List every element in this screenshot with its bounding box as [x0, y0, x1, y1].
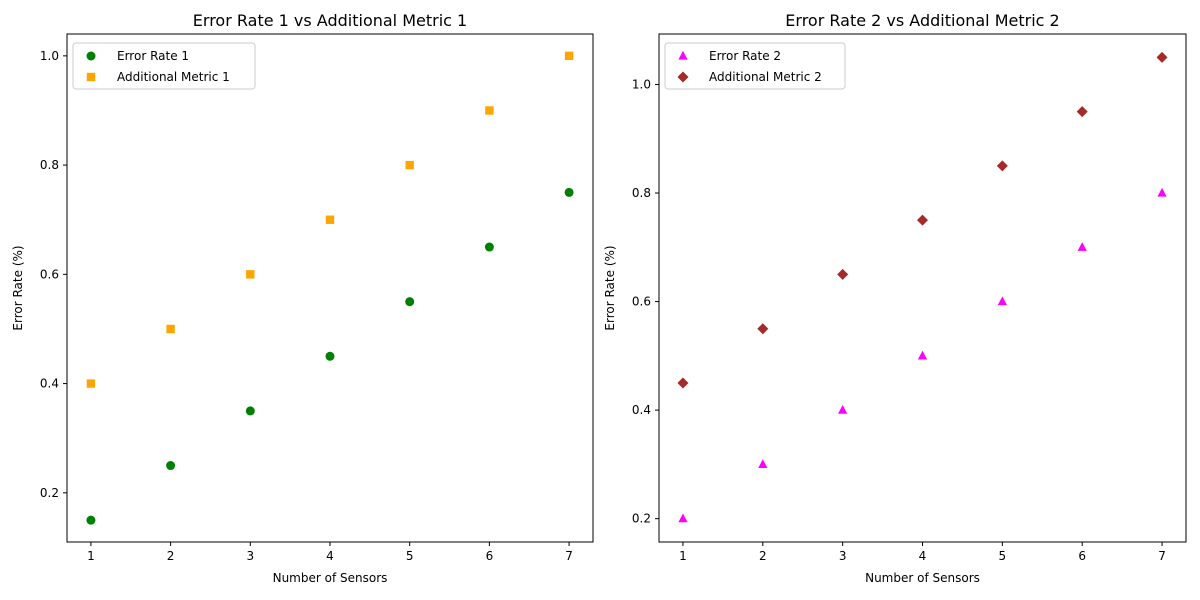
data-point [1076, 106, 1088, 118]
data-point [86, 379, 96, 388]
data-point [1157, 187, 1167, 197]
x-axis-label: Number of Sensors [865, 571, 980, 585]
data-point [678, 513, 688, 523]
data-point [485, 106, 494, 115]
series-2 [86, 51, 574, 388]
series-1 [86, 187, 574, 525]
legend-marker [677, 71, 689, 83]
data-point [86, 515, 96, 525]
legend-label: Additional Metric 2 [709, 70, 822, 84]
data-point [996, 160, 1008, 172]
data-point [484, 242, 494, 252]
data-point [564, 187, 574, 197]
legend-box [72, 42, 256, 90]
x-tick-label: 7 [1158, 549, 1166, 563]
y-axis-label: Error Rate (%) [603, 245, 617, 330]
x-tick-label: 6 [486, 549, 494, 563]
legend-marker [678, 50, 688, 60]
y-tick-label: 0.6 [40, 267, 59, 281]
x-tick-label: 4 [919, 549, 927, 563]
y-tick-label: 0.2 [632, 512, 651, 526]
plot-frame [658, 33, 1187, 543]
chart-panel-1: Error Rate 1 vs Additional Metric 1 1 2 3 4 5… [11, 11, 594, 585]
data-point [166, 461, 176, 471]
data-point [758, 459, 768, 468]
data-point [246, 270, 255, 279]
x-tick-label: 2 [759, 549, 767, 563]
y-tick-label: 0.6 [632, 295, 651, 309]
chart-title: Error Rate 2 vs Additional Metric 2 [785, 11, 1059, 30]
x-tick-label: 5 [406, 549, 414, 563]
data-point [997, 296, 1007, 306]
plot-frame [66, 33, 594, 543]
legend-label: Error Rate 1 [117, 49, 189, 63]
x-axis-label: Number of Sensors [273, 571, 388, 585]
series-1 [678, 187, 1167, 523]
data-point [166, 324, 175, 334]
data-point [325, 215, 335, 224]
y-tick-label: 1.0 [40, 49, 59, 63]
legend-marker [86, 72, 96, 82]
y-tick-label: 0.8 [40, 158, 59, 172]
x-tick-label: 1 [87, 549, 95, 563]
data-point [564, 51, 574, 61]
x-tick-label: 3 [839, 549, 847, 563]
data-point [838, 404, 848, 414]
data-point [677, 377, 689, 389]
data-point [405, 160, 414, 170]
x-tick-label: 4 [326, 549, 334, 563]
series-2 [677, 51, 1168, 389]
data-point [917, 214, 928, 226]
chart-title: Error Rate 1 vs Additional Metric 1 [193, 11, 467, 30]
x-tick-label: 1 [679, 549, 687, 563]
y-tick-label: 0.4 [40, 377, 59, 391]
x-tick-label: 3 [246, 549, 254, 563]
y-tick-label: 0.2 [40, 486, 59, 500]
x-tick-label: 7 [565, 549, 573, 563]
x-tick-label: 2 [167, 549, 175, 563]
data-point [1077, 242, 1087, 251]
legend-label: Additional Metric 1 [117, 70, 230, 84]
legend-label: Error Rate 2 [709, 49, 781, 63]
data-point [837, 268, 849, 280]
y-tick-label: 1.0 [632, 77, 651, 91]
y-axis-label: Error Rate (%) [11, 245, 25, 330]
data-point [917, 350, 928, 360]
legend-marker [86, 51, 96, 61]
x-tick-label: 5 [999, 549, 1007, 563]
data-point [325, 351, 335, 361]
chart-panel-2: Error Rate 2 vs Additional Metric 2 1 2 3 4 5… [603, 11, 1187, 585]
x-tick-label: 6 [1078, 549, 1086, 563]
data-point [245, 406, 255, 416]
data-point [757, 323, 769, 335]
y-tick-label: 0.8 [632, 186, 651, 200]
legend-box [664, 42, 846, 90]
y-tick-label: 0.4 [632, 403, 651, 417]
data-point [405, 297, 415, 307]
data-point [1156, 51, 1168, 63]
